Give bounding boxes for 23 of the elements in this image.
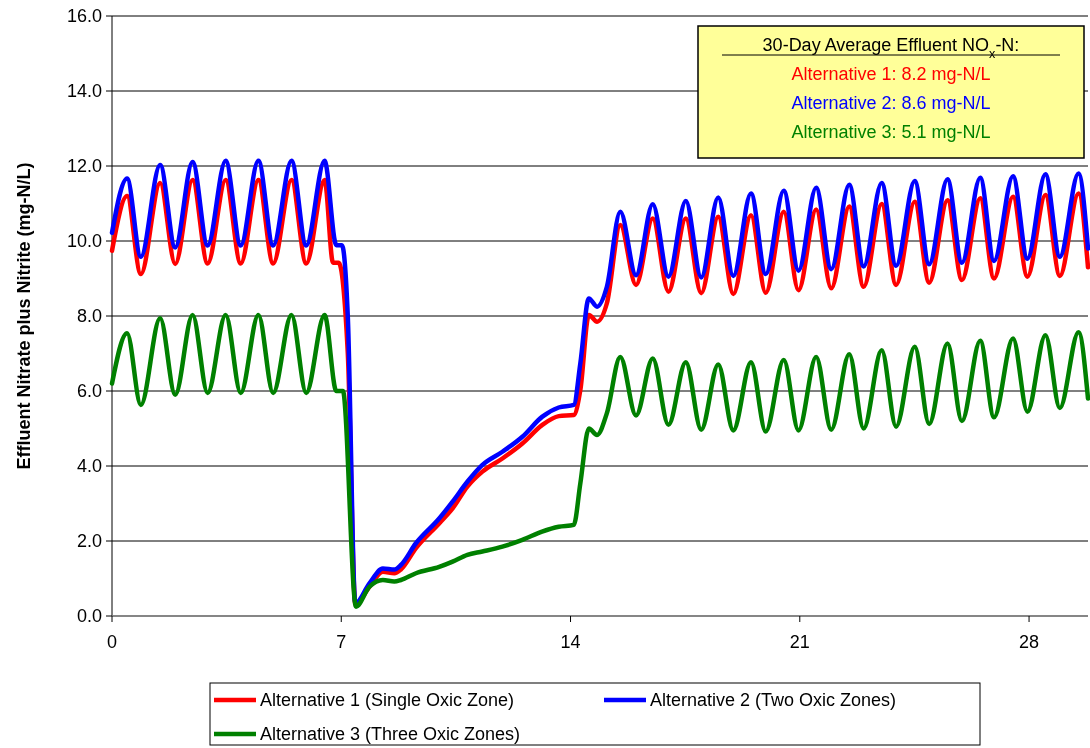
- y-axis-title: Effluent Nitrate plus Nitrite (mg-N/L): [14, 162, 34, 470]
- y-tick-label: 4.0: [76, 456, 102, 477]
- annotation: Alternative 3: 5.1 mg-N/L: [791, 122, 991, 142]
- x-tick-label: 28: [1019, 632, 1040, 652]
- legend-label: Alternative 2 (Two Oxic Zones): [650, 690, 897, 711]
- y-tick-label: 14.0: [66, 81, 102, 102]
- legend-label: Alternative 1 (Single Oxic Zone): [260, 690, 515, 711]
- y-tick-label: 8.0: [76, 306, 102, 327]
- y-tick-label: 6.0: [76, 381, 102, 402]
- x-tick-label: 14: [560, 632, 581, 652]
- line-series: [109, 312, 1090, 609]
- y-tick-label: 16.0: [66, 6, 102, 27]
- annotation: Alternative 2: 8.6 mg-N/L: [791, 93, 991, 113]
- x-tick-label: 7: [336, 632, 347, 652]
- y-tick-label: 2.0: [76, 531, 102, 552]
- annotation: 30-Day Average Effluent NO$_{x}$-N:: [762, 35, 1020, 61]
- annotation: Alternative 1: 8.2 mg-N/L: [791, 64, 991, 84]
- x-tick-label: 21: [789, 632, 810, 652]
- x-tick-label: 0: [106, 632, 118, 652]
- y-tick-label: 0.0: [76, 606, 102, 627]
- y-tick-label: 12.0: [66, 156, 102, 177]
- y-tick-label: 10.0: [66, 231, 102, 252]
- legend-label: Alternative 3 (Three Oxic Zones): [260, 724, 521, 745]
